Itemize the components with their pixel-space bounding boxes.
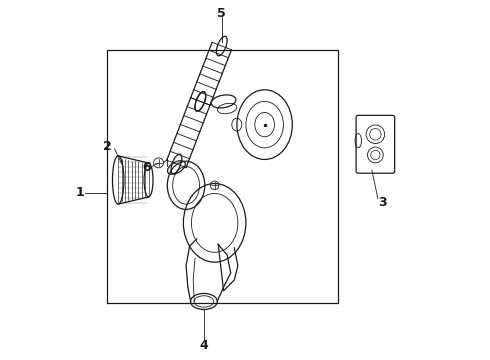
Text: 6: 6 bbox=[143, 161, 151, 174]
Text: 3: 3 bbox=[378, 195, 387, 209]
Text: 1: 1 bbox=[75, 186, 84, 199]
Text: 2: 2 bbox=[103, 140, 112, 153]
Text: 5: 5 bbox=[218, 8, 226, 21]
Text: 4: 4 bbox=[199, 338, 208, 351]
